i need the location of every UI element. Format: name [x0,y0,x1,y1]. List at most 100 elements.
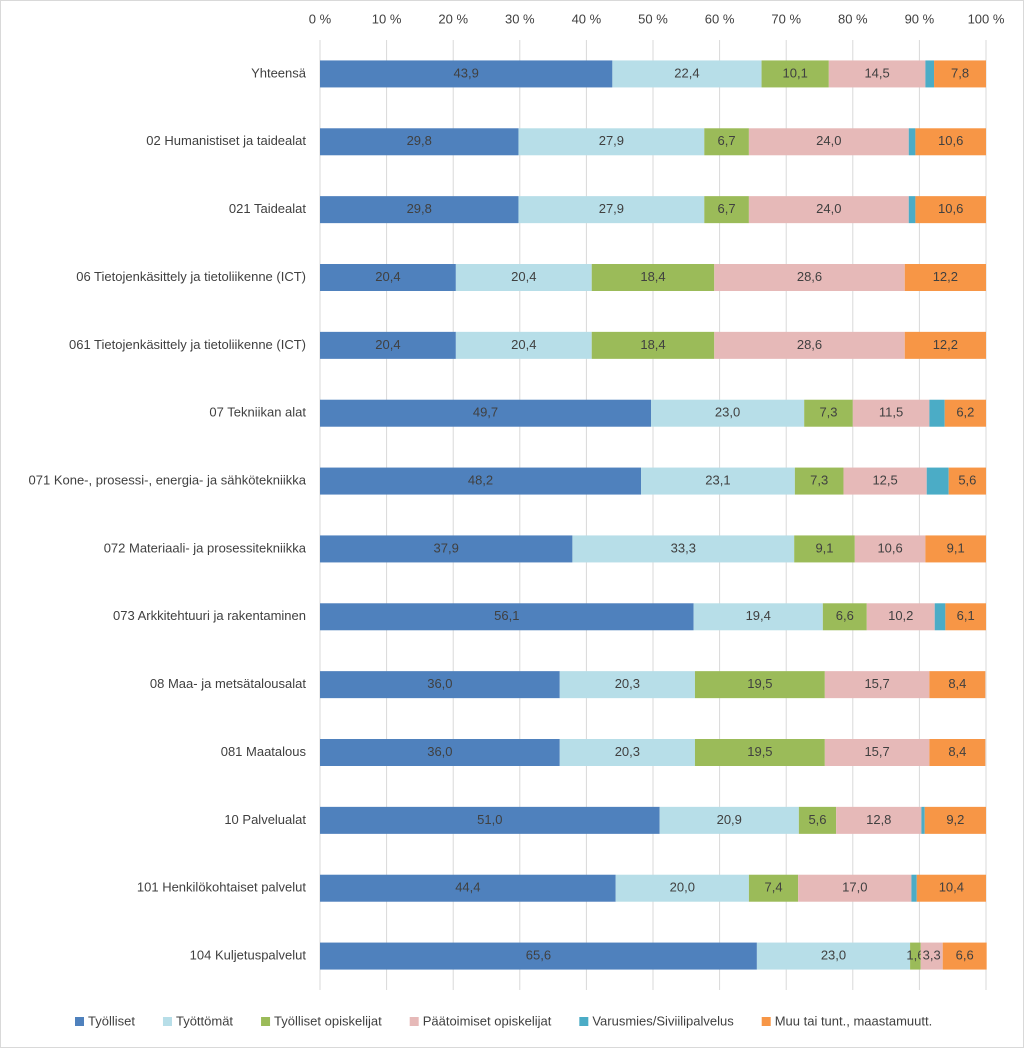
bar-segment [824,671,930,699]
data-label: 10,6 [938,133,963,148]
y-tick-label: 072 Materiaali- ja prosessitekniikka [104,540,307,555]
x-tick-label: 10 % [372,11,402,26]
data-label: 6,6 [836,608,854,623]
x-tick-label: 0 % [309,11,332,26]
y-tick-label: 101 Henkilökohtaiset palvelut [137,880,306,895]
bar-segment [320,264,456,291]
x-tick-label: 90 % [905,11,935,26]
bar-segment [612,60,762,88]
bar-segment [693,603,823,631]
data-label: 20,4 [375,337,400,352]
data-label: 9,2 [946,812,964,827]
data-label: 56,1 [494,608,519,623]
data-label: 24,0 [816,133,841,148]
data-label: 8,4 [948,676,966,691]
data-label: 9,1 [947,540,965,555]
data-label: 12,2 [933,269,958,284]
data-label: 17,0 [842,880,867,895]
bar-segment [591,331,715,359]
x-tick-label: 100 % [968,11,1005,26]
data-label: 6,1 [957,608,975,623]
data-label: 20,4 [511,269,536,284]
bar-segment [320,874,616,902]
bar-segment [916,874,986,902]
x-tick-label: 40 % [572,11,602,26]
data-label: 20,9 [717,812,742,827]
legend-label: Työlliset opiskelijat [274,1013,382,1028]
legend-label: Työlliset [88,1013,135,1028]
bar-segment [320,942,757,970]
data-label: 33,3 [671,540,696,555]
data-label: 15,7 [864,744,889,759]
data-label: 23,0 [821,948,846,963]
bar-segment [929,671,986,699]
bar-segment [748,874,799,902]
legend-label: Varusmies/Siviilipalvelus [592,1013,734,1028]
bar-segment [320,128,519,156]
data-label: 19,4 [746,608,771,623]
data-label: 6,7 [718,133,736,148]
bar-segment [798,806,837,834]
bar-segment [836,806,922,834]
bar-segment [320,806,660,834]
bar-segment [641,467,795,495]
bar-segment [694,671,825,699]
data-label: 10,2 [888,608,913,623]
bar-segment [904,264,986,291]
data-label: 6,7 [718,201,736,216]
x-tick-label: 80 % [838,11,868,26]
data-label: 6,6 [956,948,974,963]
x-tick-label: 50 % [638,11,668,26]
data-label: 20,0 [670,880,695,895]
data-label: 10,4 [939,880,964,895]
bar-segment [748,128,909,156]
y-tick-label: 061 Tietojenkäsittely ja tietoliikenne (… [69,337,306,352]
bar-segment [926,467,949,495]
data-label: 19,5 [747,744,772,759]
data-label: 20,3 [615,744,640,759]
data-label: 48,2 [468,473,493,488]
y-tick-label: 104 Kuljetuspalvelut [190,948,307,963]
bar-segment [651,399,805,427]
bar-segment [828,60,926,88]
bar-segment [804,399,853,427]
bar-segment [824,739,930,766]
data-label: 18,4 [640,337,665,352]
y-tick-label: 06 Tietojenkäsittely ja tietoliikenne (I… [76,269,306,284]
bar-segment [320,331,456,359]
data-label: 10,6 [938,201,963,216]
data-label: 43,9 [454,65,479,80]
bar-segment [925,535,986,563]
bar-segment [659,806,799,834]
y-tick-label: 071 Kone-, prosessi-, energia- ja sähköt… [29,473,307,488]
bar-segment [591,264,715,291]
data-label: 24,0 [816,201,841,216]
bar-segment [921,806,925,834]
bar-segment [559,739,695,766]
bar-segment [748,196,909,224]
bar-segment [756,942,911,970]
legend-swatch [162,1017,172,1026]
bar-segment [704,196,749,224]
bar-segment [929,399,945,427]
x-tick-label: 60 % [705,11,735,26]
data-label: 36,0 [427,676,452,691]
bar-segment [915,196,986,224]
data-label: 22,4 [674,65,699,80]
x-tick-label: 30 % [505,11,535,26]
data-label: 27,9 [599,133,624,148]
data-label: 18,4 [640,269,665,284]
data-label: 23,0 [715,405,740,420]
bar-segment [908,196,916,224]
data-label: 27,9 [599,201,624,216]
y-tick-label: 08 Maa- ja metsätalousalat [150,676,306,691]
bar-segment [908,128,916,156]
bar-segment [714,264,905,291]
data-label: 19,5 [747,676,772,691]
data-label: 14,5 [864,65,889,80]
bar-segment [794,467,844,495]
data-label: 23,1 [705,473,730,488]
y-tick-label: 10 Palvelualat [224,812,306,827]
data-label: 7,3 [810,473,828,488]
y-tick-label: 021 Taidealat [229,201,306,216]
